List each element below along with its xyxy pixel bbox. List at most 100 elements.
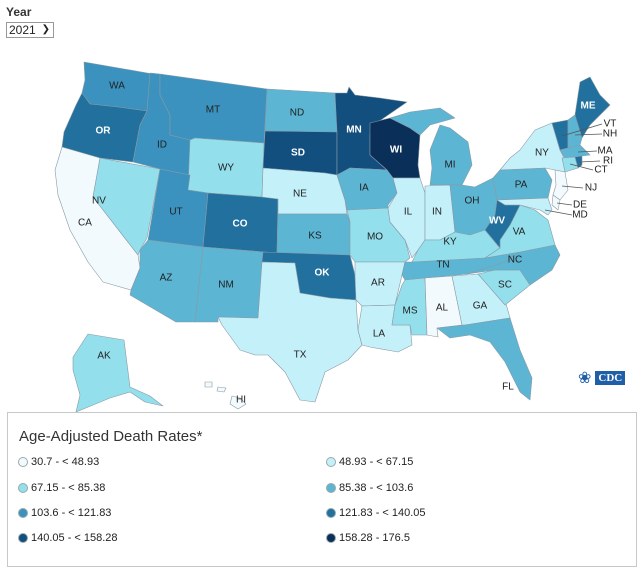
legend-item: 48.93 - < 67.15 — [326, 456, 413, 468]
state-ma[interactable] — [559, 144, 591, 159]
leader-line — [574, 133, 603, 136]
state-label: HI — [236, 395, 246, 406]
state-label: SD — [291, 148, 305, 159]
legend-label: 140.05 - < 158.28 — [31, 532, 118, 544]
state-label: TX — [294, 350, 307, 361]
state-label: AZ — [160, 273, 173, 284]
legend-swatch — [18, 483, 28, 493]
state-mi[interactable] — [389, 107, 456, 136]
legend-label: 67.15 - < 85.38 — [31, 482, 106, 494]
leader-line — [569, 163, 594, 171]
state-label: VT — [604, 119, 617, 130]
legend-swatch — [18, 533, 28, 543]
legend-swatch — [18, 508, 28, 518]
leader-line — [577, 150, 598, 153]
legend-item: 85.38 - < 103.6 — [326, 482, 413, 494]
state-label: MA — [598, 146, 613, 157]
state-label: ME — [581, 101, 596, 112]
state-label: VA — [513, 227, 526, 238]
leader-line — [544, 209, 573, 216]
state-label: NV — [92, 196, 106, 207]
legend-item: 140.05 - < 158.28 — [18, 532, 118, 544]
state-label: IA — [359, 183, 369, 194]
state-label: NY — [535, 148, 549, 159]
state-label: IN — [432, 207, 442, 218]
legend: Age-Adjusted Death Rates* 30.7 - < 48.93… — [7, 412, 637, 567]
state-ri[interactable] — [574, 155, 583, 169]
legend-item: 67.15 - < 85.38 — [18, 482, 105, 494]
state-nh[interactable] — [567, 114, 583, 149]
legend-swatch — [326, 533, 336, 543]
cdc-logo: ❀ CDC — [578, 368, 626, 388]
state-label: WV — [489, 216, 505, 227]
state-label: RI — [603, 156, 613, 167]
legend-title: Age-Adjusted Death Rates* — [19, 428, 203, 445]
state-label: NC — [508, 255, 522, 266]
legend-label: 158.28 - 176.5 — [339, 532, 410, 544]
legend-swatch — [18, 457, 28, 467]
state-nc[interactable] — [466, 244, 561, 286]
legend-swatch — [326, 508, 336, 518]
legend-label: 121.83 - < 140.05 — [339, 507, 426, 519]
legend-item: 30.7 - < 48.93 — [18, 456, 99, 468]
state-label: MS — [403, 306, 418, 317]
legend-item: 103.6 - < 121.83 — [18, 507, 111, 519]
legend-item: 158.28 - 176.5 — [326, 532, 410, 544]
legend-label: 85.38 - < 103.6 — [339, 482, 414, 494]
legend-label: 103.6 - < 121.83 — [31, 507, 112, 519]
state-label: ID — [157, 140, 167, 151]
state-label: OH — [465, 196, 480, 207]
chevron-down-icon: ❯ — [41, 24, 50, 35]
state-label: FL — [502, 382, 514, 393]
state-label: PA — [515, 180, 528, 191]
state-label: SC — [498, 280, 512, 291]
year-selected-value: 2021 — [9, 23, 36, 37]
leader-line — [561, 123, 603, 137]
state-label: NM — [218, 280, 234, 291]
state-label: GA — [473, 301, 488, 312]
state-label: KS — [308, 231, 322, 242]
legend-swatch — [326, 483, 336, 493]
state-de[interactable] — [551, 194, 561, 211]
cdc-logo-text: CDC — [595, 371, 626, 385]
state-ak[interactable] — [72, 333, 164, 412]
state-label: NJ — [585, 183, 597, 194]
state-nj[interactable] — [552, 169, 569, 201]
state-fl[interactable] — [436, 317, 533, 401]
state-label: OK — [315, 268, 331, 279]
legend-item: 121.83 - < 140.05 — [326, 507, 426, 519]
state-mi[interactable] — [429, 124, 473, 186]
state-label: UT — [169, 207, 182, 218]
state-il[interactable] — [387, 177, 426, 259]
state-me[interactable] — [574, 76, 611, 139]
state-label: MT — [206, 105, 220, 116]
state-hi[interactable] — [216, 386, 227, 393]
state-hi[interactable] — [204, 381, 213, 388]
leader-line — [556, 202, 573, 206]
hhs-eagle-icon: ❀ — [578, 370, 592, 387]
state-hi[interactable] — [229, 395, 247, 410]
state-label: DE — [573, 200, 587, 211]
state-label: MI — [444, 160, 455, 171]
year-select[interactable]: 2021 ❯ — [6, 22, 54, 38]
state-tx[interactable] — [217, 261, 363, 403]
legend-swatch — [326, 457, 336, 467]
state-label: AL — [436, 303, 449, 314]
state-label: AK — [97, 351, 111, 362]
leader-line — [579, 160, 601, 163]
state-label: ND — [290, 108, 304, 119]
state-label: WI — [390, 145, 402, 156]
state-label: CO — [233, 219, 248, 230]
state-label: NE — [293, 189, 307, 200]
state-md[interactable] — [496, 197, 553, 216]
state-ia[interactable] — [336, 167, 398, 211]
state-label: TN — [436, 260, 449, 271]
state-label: WY — [218, 163, 234, 174]
state-label: IL — [404, 207, 413, 218]
state-label: LA — [373, 329, 386, 340]
state-label: OR — [96, 126, 112, 137]
legend-label: 30.7 - < 48.93 — [31, 456, 100, 468]
leader-line — [561, 185, 584, 189]
year-label: Year — [6, 5, 32, 19]
